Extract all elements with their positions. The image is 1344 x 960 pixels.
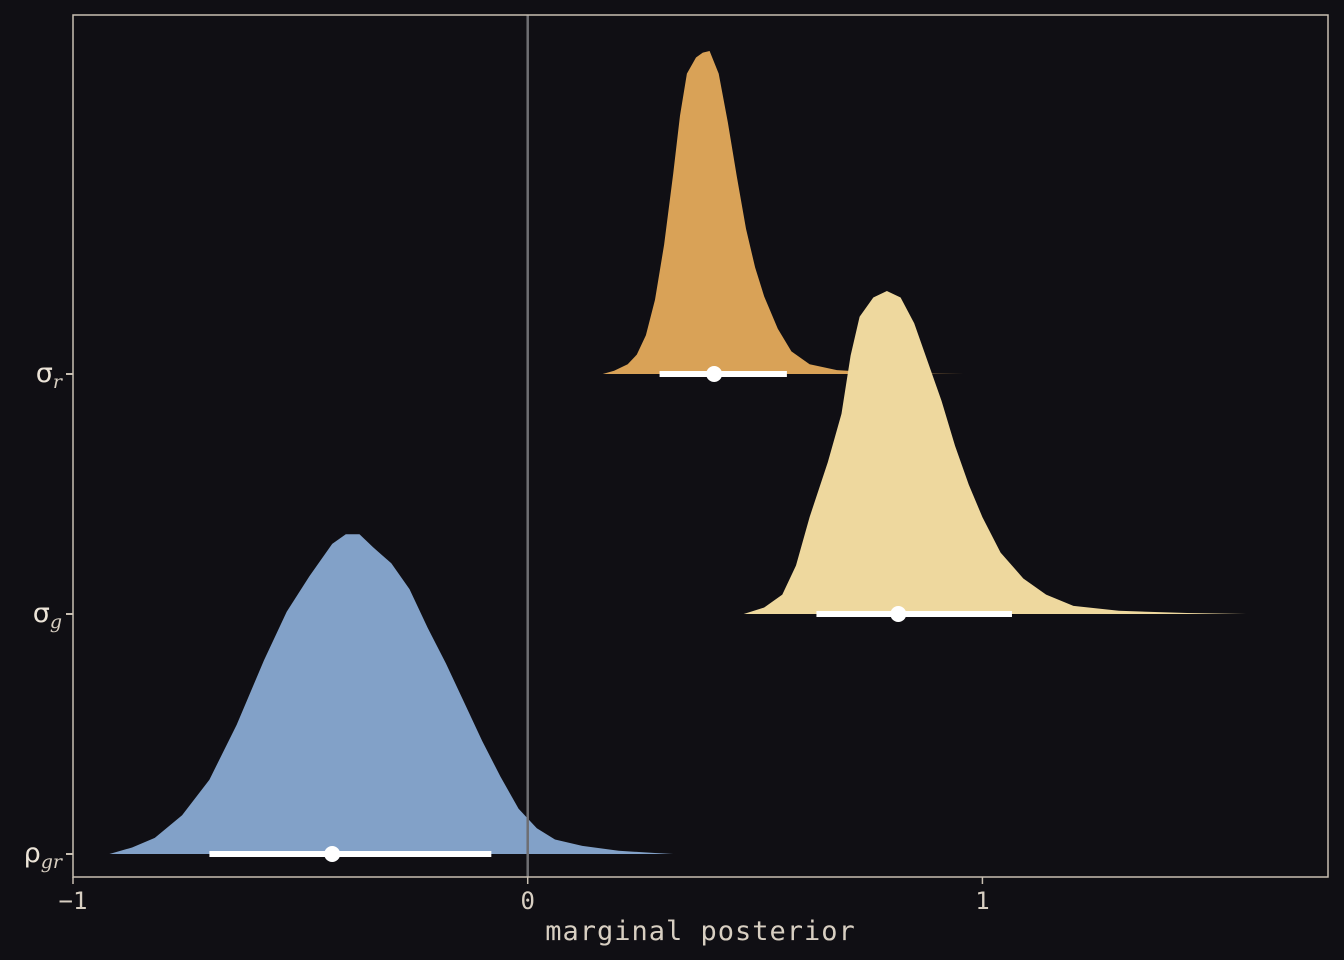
- point-estimate-gr: [324, 846, 341, 862]
- y-label-subscript: r: [53, 371, 64, 393]
- panel-border: [72, 14, 1329, 878]
- interval-layer: [209, 366, 1012, 862]
- y-label-subscript: gr: [41, 851, 64, 873]
- x-tick-label: −1: [59, 887, 88, 915]
- y-label-g: σg: [33, 598, 62, 633]
- x-tick-label: 1: [975, 887, 989, 915]
- y-label-subscript: g: [50, 611, 62, 633]
- y-label-gr: ρgr: [24, 838, 64, 873]
- density-r: [602, 51, 965, 374]
- y-label-r: σr: [36, 358, 64, 393]
- density-gr: [109, 534, 674, 854]
- density-layer: [109, 51, 1247, 854]
- x-tick-label: 0: [520, 887, 534, 915]
- x-axis: −1 0 1: [59, 877, 990, 915]
- x-axis-title: marginal posterior: [545, 916, 856, 947]
- density-g: [743, 291, 1247, 614]
- y-label-symbol: σ: [33, 598, 50, 629]
- point-estimate-g: [890, 606, 907, 622]
- y-label-symbol: σ: [36, 358, 53, 389]
- y-label-symbol: ρ: [24, 838, 41, 869]
- point-estimate-r: [706, 366, 723, 382]
